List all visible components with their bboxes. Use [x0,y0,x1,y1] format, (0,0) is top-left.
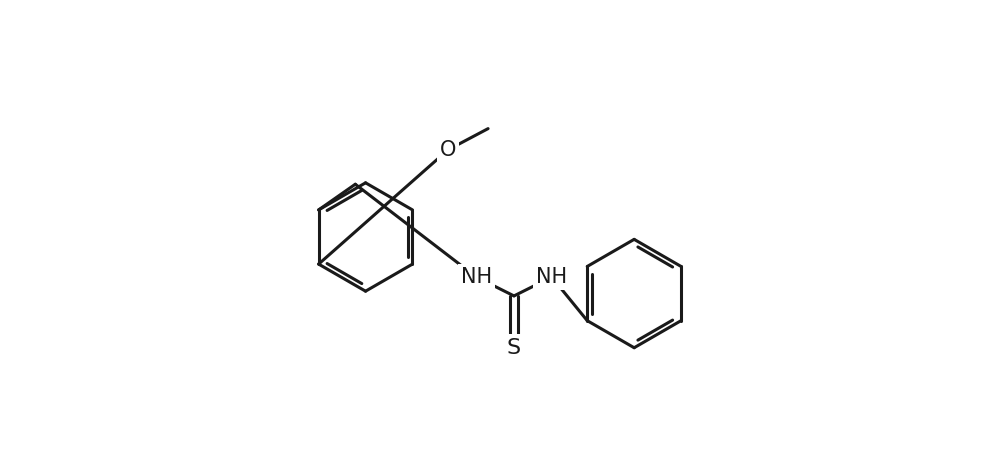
Text: NH: NH [536,267,567,287]
Text: S: S [506,338,521,358]
Text: NH: NH [460,267,491,287]
Text: O: O [439,140,456,160]
